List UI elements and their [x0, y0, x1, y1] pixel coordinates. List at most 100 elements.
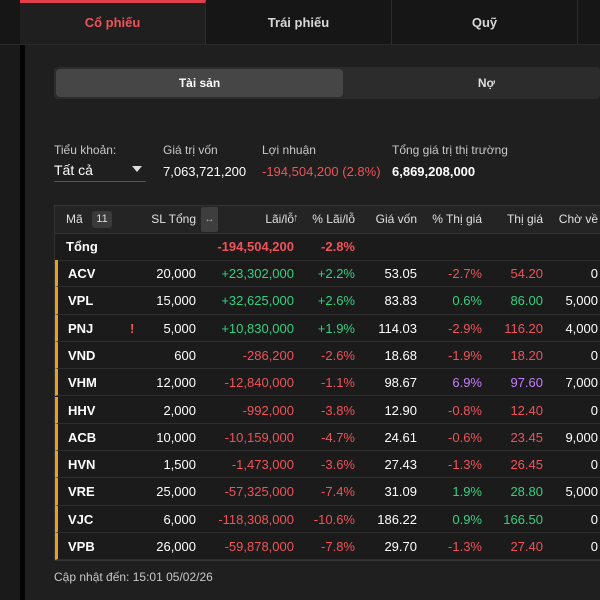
cell: -2.7% [448, 266, 482, 281]
column-header: SL Tổng [151, 212, 196, 226]
account-select[interactable]: Tất cả [54, 162, 93, 178]
cell: +10,830,000 [221, 320, 294, 336]
row [55, 505, 600, 533]
cell: 0.9% [452, 511, 482, 527]
row [55, 533, 600, 561]
cell: 1.9% [452, 484, 482, 500]
cell: -59,878,000 [224, 539, 294, 554]
cell: 31.09 [384, 484, 417, 500]
cell: 83.83 [384, 293, 417, 309]
cell: 26.45 [510, 457, 543, 473]
symbol: PNJ [68, 320, 94, 336]
cell: 12.90 [384, 402, 417, 418]
column-header: Giá vốn [375, 212, 417, 226]
symbol: ACB [68, 429, 97, 445]
cell: 0 [590, 457, 598, 473]
cell: -1.9% [448, 347, 482, 363]
cell: 29.70 [384, 539, 417, 554]
divider [20, 45, 25, 600]
cell: 7,000 [565, 375, 598, 391]
row [55, 287, 600, 315]
cell: 20,000 [156, 266, 196, 281]
cell: -7.4% [321, 484, 355, 500]
cell: 97.60 [510, 375, 543, 391]
cell: -1.3% [448, 457, 482, 473]
cell: 0 [590, 402, 598, 418]
cell: 5,000 [163, 320, 196, 336]
total-row [55, 233, 600, 261]
sort-icon: ↑ [293, 212, 299, 224]
sub-tab[interactable]: Tài sản [56, 69, 343, 97]
symbol: VRE [68, 484, 95, 500]
row [55, 478, 600, 506]
table: Mã SL Tổng Lãi/lỗ % Lãi/lỗ Giá vốn % Thị giá T… [54, 205, 600, 561]
value: 7,063,721,200 [163, 164, 247, 179]
label: Tổng giá trị thị trường [392, 143, 508, 157]
cell: -286,200 [242, 347, 294, 363]
row [55, 369, 600, 397]
symbol: VND [68, 347, 96, 363]
cell: +1.9% [317, 320, 355, 336]
sub-tab[interactable]: Nợ [477, 76, 496, 90]
row [55, 314, 600, 342]
cell: -1.1% [321, 375, 355, 391]
cell: -57,325,000 [224, 484, 294, 500]
label: Giá trị vốn [163, 143, 218, 157]
value: 6,869,208,000 [392, 164, 476, 179]
cell: 54.20 [510, 266, 543, 281]
cell: -4.7% [321, 429, 355, 445]
cell: -1.3% [448, 539, 482, 554]
tab[interactable]: Cổ phiếu [20, 0, 206, 44]
symbol: VPB [68, 539, 95, 554]
cell: 186.22 [377, 511, 417, 527]
cell: -3.6% [321, 457, 355, 473]
symbol: HVN [68, 457, 96, 473]
cell: 27.43 [384, 457, 417, 473]
cell: +32,625,000 [221, 293, 294, 309]
total-pnl-pct: -2.8% [321, 239, 355, 254]
symbol: HHV [68, 402, 96, 418]
cell: 0 [590, 511, 598, 527]
cell: -12,840,000 [224, 375, 294, 391]
cell: 9,000 [565, 429, 598, 445]
cell: 24.61 [384, 429, 417, 445]
cell: 18.20 [510, 347, 543, 363]
cell: 12.40 [510, 402, 543, 418]
header-row [55, 206, 600, 234]
cell: -992,000 [242, 402, 294, 418]
cell: 600 [174, 347, 196, 363]
footer: Cập nhật đến: 15:01 05/02/26 [54, 570, 213, 584]
cell: 4,000 [565, 320, 598, 336]
tab[interactable]: Trái phiếu [206, 0, 392, 44]
column-header: % Lãi/lỗ [312, 212, 355, 226]
column-header: Chờ về [558, 212, 598, 226]
cell: 25,000 [156, 484, 196, 500]
tab[interactable]: Quỹ [392, 0, 578, 44]
cell: 23.45 [510, 429, 543, 445]
cell: 1,500 [163, 457, 196, 473]
column-header: Thị giá [506, 212, 543, 226]
label: Lợi nhuận [262, 143, 316, 157]
cell: 27.40 [510, 539, 543, 554]
cell: -0.6% [448, 429, 482, 445]
cell: 18.68 [384, 347, 417, 363]
count-badge: 11 [92, 211, 112, 228]
cell: 166.50 [503, 511, 543, 527]
row [55, 341, 600, 370]
dropdown-icon[interactable] [132, 166, 142, 172]
cell: 15,000 [156, 293, 196, 309]
cell: 116.20 [504, 320, 543, 336]
cell: 6.9% [452, 375, 482, 391]
cell: 0 [590, 266, 598, 281]
label: Tiểu khoản: [54, 143, 117, 157]
symbol: ACV [68, 266, 96, 281]
cell: -118,308,000 [218, 511, 294, 527]
cell: +2.6% [317, 293, 355, 309]
cell: 0 [590, 539, 598, 554]
underline [54, 181, 146, 182]
cell: -0.8% [448, 402, 482, 418]
symbol: VHM [68, 375, 97, 391]
column-header: Mã [66, 212, 83, 226]
cell: 2,000 [163, 402, 196, 418]
